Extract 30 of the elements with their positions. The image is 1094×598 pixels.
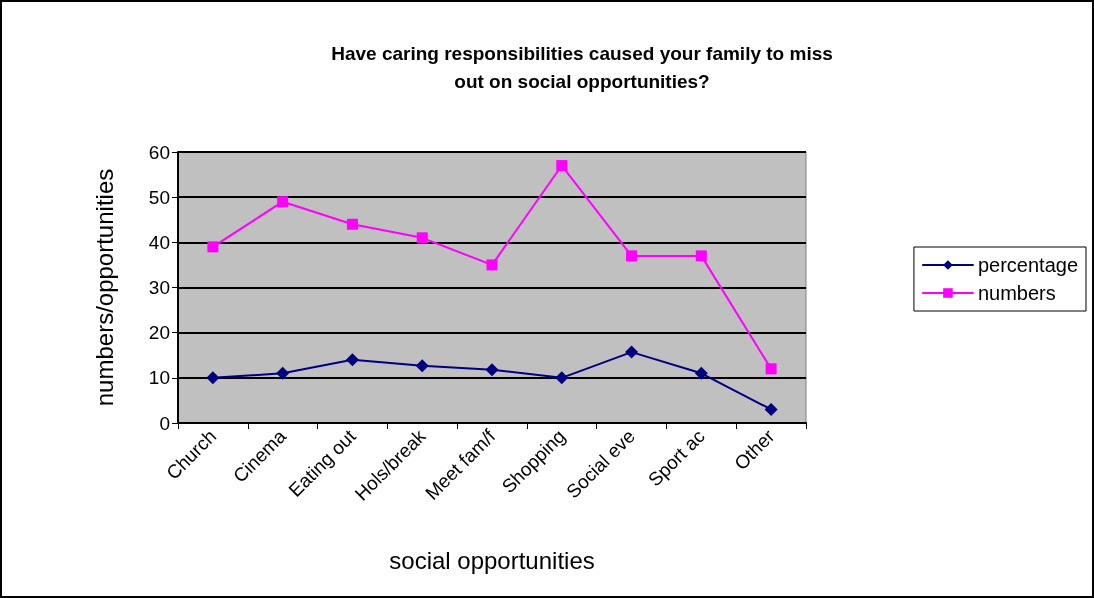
point (626, 250, 638, 262)
point (486, 259, 498, 271)
point (695, 250, 707, 262)
point (206, 371, 220, 385)
point (625, 345, 639, 359)
y-tick-label: 50 (148, 186, 170, 208)
point (555, 371, 569, 385)
point (276, 366, 290, 380)
legend-label: percentage (977, 254, 1078, 276)
x-axis-title: social opportunities (389, 546, 595, 574)
legend-label: numbers (977, 282, 1056, 304)
point (277, 196, 289, 208)
y-tick-label: 60 (148, 141, 170, 163)
point (415, 359, 429, 373)
point (346, 218, 358, 230)
point (416, 232, 428, 244)
y-axis-title: numbers/opportunities (90, 168, 118, 407)
point (345, 353, 359, 367)
y-tick-label: 10 (148, 367, 170, 389)
point (765, 363, 777, 375)
y-tick-label: 30 (148, 277, 170, 298)
point (556, 160, 568, 172)
y-tick-label: 20 (148, 322, 170, 344)
y-tick-label: 40 (148, 231, 170, 253)
point (694, 366, 708, 380)
point (207, 241, 219, 253)
y-tick-label: 0 (159, 412, 170, 434)
point (485, 363, 499, 377)
chart-title: Have caring responsibilities caused your family to miss out on social opportunities? (331, 42, 833, 92)
point (764, 402, 778, 416)
